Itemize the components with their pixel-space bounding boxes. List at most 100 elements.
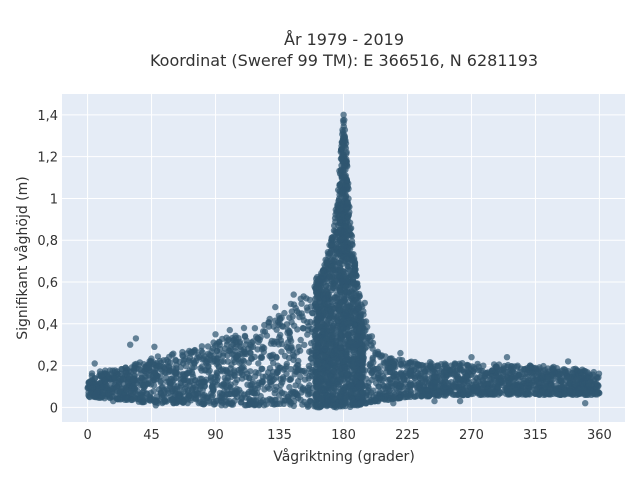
data-point	[231, 367, 238, 374]
data-point	[304, 307, 311, 314]
data-point	[312, 327, 319, 335]
data-point	[342, 172, 349, 179]
x-tick-label: 225	[395, 428, 420, 443]
data-point	[105, 390, 112, 397]
data-point	[157, 359, 165, 366]
data-point	[205, 363, 212, 370]
data-point	[420, 368, 428, 375]
data-point	[423, 393, 430, 400]
data-point	[313, 319, 320, 326]
y-tick-label: 0,8	[37, 234, 58, 249]
data-point	[225, 369, 232, 376]
data-point	[255, 360, 262, 367]
data-point	[513, 389, 521, 397]
data-point	[177, 382, 185, 389]
data-point	[274, 369, 281, 376]
data-point	[587, 387, 594, 394]
data-point	[287, 300, 295, 308]
data-point	[180, 357, 188, 364]
data-point	[367, 389, 375, 396]
data-point	[343, 303, 350, 311]
data-point	[337, 371, 344, 378]
data-point	[414, 361, 421, 369]
data-point	[247, 341, 254, 349]
data-point	[368, 333, 376, 340]
data-point	[524, 390, 531, 398]
data-point	[276, 392, 283, 399]
data-point	[566, 380, 573, 387]
data-point	[218, 394, 226, 402]
data-point	[229, 399, 236, 407]
data-point	[251, 353, 258, 361]
data-point	[339, 278, 346, 285]
data-point	[595, 382, 602, 390]
data-point	[275, 341, 282, 348]
data-point	[337, 216, 344, 224]
data-point	[505, 391, 512, 398]
data-point	[295, 366, 302, 373]
data-point	[330, 383, 337, 391]
data-point	[102, 367, 109, 374]
data-point	[234, 352, 241, 359]
data-point	[251, 325, 259, 332]
data-point	[239, 356, 247, 364]
data-point	[226, 326, 233, 334]
data-point	[168, 368, 175, 375]
data-point	[343, 289, 351, 296]
data-point	[313, 336, 320, 343]
data-point	[207, 374, 215, 382]
data-point	[323, 370, 330, 377]
data-point	[329, 395, 336, 402]
data-point	[209, 358, 216, 365]
data-point	[357, 321, 364, 328]
data-point	[173, 361, 180, 369]
data-point	[132, 389, 139, 397]
data-point	[332, 282, 339, 290]
data-point	[391, 394, 399, 401]
data-point	[314, 377, 322, 385]
data-point	[304, 331, 311, 338]
data-point	[456, 397, 464, 405]
data-point	[322, 295, 330, 302]
data-point	[289, 388, 296, 395]
data-point	[451, 360, 459, 368]
data-point	[342, 394, 349, 401]
data-point	[501, 386, 509, 394]
data-point	[360, 308, 367, 315]
data-point	[261, 328, 269, 335]
data-point	[459, 360, 466, 367]
data-point	[407, 389, 415, 396]
data-point	[261, 321, 268, 329]
data-point	[539, 388, 546, 395]
data-point	[364, 323, 371, 331]
data-point	[353, 390, 360, 397]
data-point	[222, 377, 229, 384]
data-point	[367, 362, 374, 370]
data-point	[192, 391, 199, 399]
data-point	[90, 381, 97, 388]
data-point	[544, 365, 552, 372]
data-point	[146, 397, 154, 404]
data-point	[270, 323, 277, 330]
data-point	[333, 338, 340, 345]
data-point	[278, 348, 285, 355]
data-point	[312, 391, 320, 398]
data-point	[274, 362, 281, 369]
data-point	[542, 380, 549, 387]
data-point	[240, 324, 248, 332]
data-points	[84, 111, 603, 411]
data-point	[205, 369, 212, 376]
data-point	[245, 359, 252, 366]
data-point	[341, 223, 348, 230]
data-point	[408, 381, 415, 389]
data-point	[286, 314, 293, 321]
data-point	[417, 375, 424, 382]
data-point	[132, 335, 140, 342]
data-point	[208, 383, 215, 391]
data-point	[213, 397, 220, 404]
data-point	[170, 381, 178, 388]
data-point	[117, 388, 124, 396]
data-point	[140, 384, 147, 392]
data-point	[130, 382, 138, 389]
data-point	[558, 378, 565, 386]
